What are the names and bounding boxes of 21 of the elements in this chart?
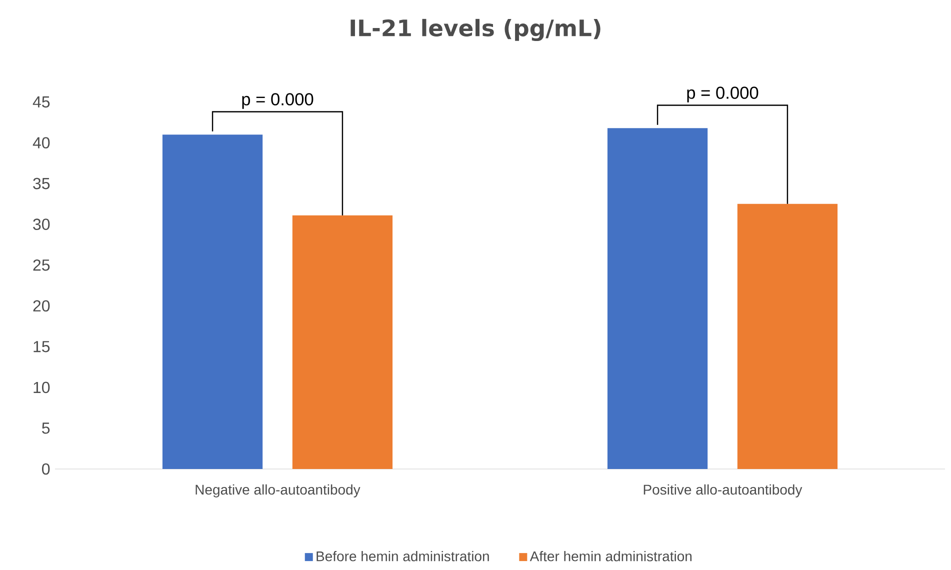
- x-tick-label: Positive allo-autoantibody: [644, 484, 802, 498]
- y-tick-label: 10: [34, 382, 50, 394]
- y-tick-label: 0: [42, 463, 50, 475]
- bar: [737, 204, 838, 469]
- chart-title: IL-21 levels (pg/mL): [350, 18, 600, 42]
- y-tick-label: 20: [33, 300, 50, 312]
- y-tick-label: 30: [33, 218, 50, 230]
- annotation: p = 0.000: [687, 86, 758, 102]
- y-tick-label: 25: [33, 259, 50, 271]
- legend-label: After hemin administration: [530, 551, 692, 562]
- y-tick-label: 40: [32, 137, 50, 148]
- y-tick-label: 45: [32, 96, 50, 108]
- x-tick-label: Negative allo-autoantibody: [196, 484, 360, 498]
- bar: [292, 215, 393, 469]
- legend-label: Before hemin administration: [316, 551, 489, 562]
- y-tick-label: 15: [34, 341, 50, 352]
- y-tick-label: 5: [42, 422, 50, 434]
- bar: [607, 128, 708, 469]
- annotation: p = 0.000: [242, 93, 314, 109]
- bar: [162, 134, 263, 469]
- y-tick-label: 35: [33, 178, 50, 190]
